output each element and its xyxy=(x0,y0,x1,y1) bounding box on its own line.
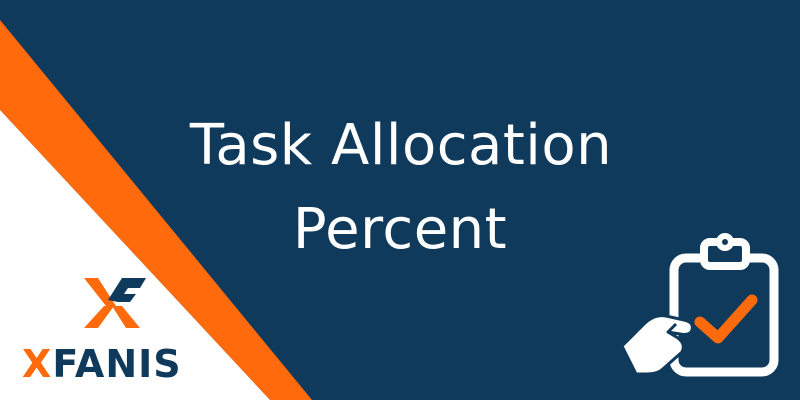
brand-wordmark-x: X xyxy=(22,342,53,386)
page-title: Task Allocation Percent xyxy=(0,104,800,272)
clipboard-check-hand-icon xyxy=(620,233,779,377)
brand-wordmark: XFANIS xyxy=(22,342,222,386)
white-corner-triangle xyxy=(0,110,270,400)
brand-wordmark-rest: FANIS xyxy=(52,342,182,386)
title-line-2: Percent xyxy=(292,197,508,262)
orange-diagonal-stripe xyxy=(0,20,312,400)
xf-monogram-icon xyxy=(84,278,146,328)
title-line-1: Task Allocation xyxy=(189,113,613,178)
